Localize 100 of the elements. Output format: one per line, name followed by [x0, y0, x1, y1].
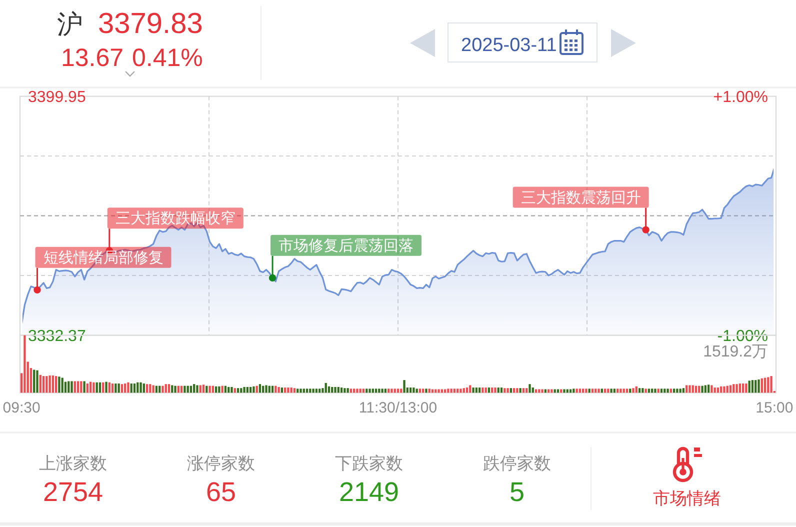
bar	[70, 381, 73, 393]
bar	[92, 382, 95, 393]
category-label: 下跌家数	[335, 454, 403, 473]
bar	[541, 389, 544, 393]
x-tick-label: 15:00	[756, 400, 794, 417]
bar	[96, 382, 98, 393]
y-tick-label: 3399.95	[28, 89, 86, 106]
bar	[346, 388, 349, 393]
bar	[127, 382, 130, 393]
bar	[607, 388, 610, 393]
bar	[315, 388, 318, 393]
bar	[368, 388, 371, 393]
bar	[258, 384, 262, 393]
bar	[478, 388, 481, 393]
bar	[716, 388, 720, 393]
bar	[350, 388, 352, 393]
bar	[296, 388, 299, 393]
x-tick-label: 09:30	[2, 400, 40, 417]
bar	[418, 388, 422, 393]
bar	[340, 388, 343, 393]
bar	[168, 384, 170, 393]
bar	[152, 385, 154, 393]
bar	[688, 385, 691, 393]
bar	[331, 386, 334, 393]
bar	[362, 388, 365, 393]
bar	[250, 386, 252, 393]
bar	[142, 384, 145, 393]
bar	[767, 377, 770, 393]
bar	[610, 388, 612, 393]
bar	[600, 388, 603, 393]
bar	[324, 382, 327, 393]
bar	[228, 386, 230, 393]
bar	[666, 388, 669, 393]
bar	[230, 386, 233, 393]
category-label: 跌停家数	[483, 454, 551, 473]
bar	[287, 388, 290, 393]
bar	[604, 388, 606, 393]
bar	[344, 388, 346, 393]
bar	[648, 388, 650, 393]
bar	[532, 388, 534, 393]
bar	[576, 388, 578, 393]
bar	[394, 388, 396, 393]
bar	[234, 388, 236, 393]
bar	[563, 389, 566, 393]
bar	[453, 388, 456, 393]
bar	[290, 388, 292, 393]
bar	[632, 388, 634, 393]
bar	[738, 384, 741, 393]
text: 市场情绪	[653, 489, 721, 508]
bar	[293, 388, 296, 393]
bar	[460, 388, 462, 393]
bar	[679, 388, 682, 393]
bar	[770, 376, 772, 393]
bar	[312, 388, 314, 393]
bar	[416, 388, 418, 393]
bar	[644, 388, 647, 393]
annotation: 短线情绪局部修复	[43, 249, 164, 266]
bar	[588, 388, 590, 393]
bar	[243, 386, 246, 393]
bar	[522, 388, 525, 393]
bar	[381, 388, 384, 393]
bar	[136, 382, 139, 393]
bar	[598, 388, 600, 393]
bar	[660, 388, 663, 393]
bar	[692, 385, 694, 393]
bar	[356, 388, 358, 393]
bar	[513, 388, 516, 393]
bar	[302, 388, 305, 393]
bar	[120, 384, 124, 393]
bar	[149, 384, 152, 393]
bar	[58, 376, 60, 393]
data-label: 5	[509, 477, 525, 507]
y-tick-label: 3332.37	[28, 328, 86, 345]
bar	[86, 384, 89, 393]
bar	[760, 378, 763, 393]
bar	[582, 388, 584, 393]
bar	[638, 388, 641, 393]
bar	[236, 388, 240, 393]
bar	[108, 382, 110, 393]
bar	[105, 382, 108, 393]
bar	[654, 388, 656, 393]
bar	[742, 384, 744, 393]
bar	[488, 388, 490, 393]
bar	[701, 386, 704, 393]
bar	[484, 388, 487, 393]
bar	[729, 385, 732, 393]
bar	[76, 381, 80, 393]
bar	[246, 386, 248, 393]
bar	[550, 389, 553, 393]
bar	[280, 388, 283, 393]
bar	[359, 388, 362, 393]
bar	[306, 388, 308, 393]
bar	[472, 388, 474, 393]
bar	[422, 388, 424, 393]
bar	[758, 380, 760, 393]
bar	[745, 384, 748, 393]
bar	[613, 388, 616, 393]
text: 沪	[57, 9, 83, 39]
bar	[378, 388, 380, 393]
bar	[707, 384, 710, 393]
